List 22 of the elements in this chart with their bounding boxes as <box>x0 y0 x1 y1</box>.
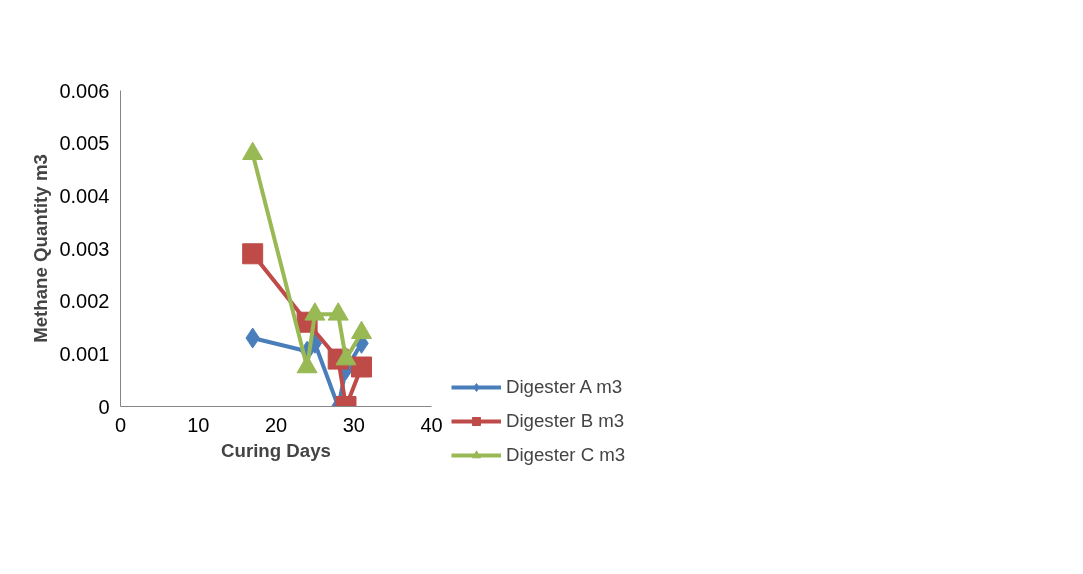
x-tick-label: 40 <box>420 413 443 436</box>
x-tick-label: 0 <box>114 413 127 436</box>
point <box>351 356 373 378</box>
y-tick-label: 0.004 <box>59 184 110 207</box>
y-tick-label: 0.001 <box>59 342 110 365</box>
legend-label: Digester B m3 <box>506 410 625 432</box>
y-tick-label: 0 <box>98 395 110 418</box>
legend-label: Digester C m3 <box>506 444 626 466</box>
y-tick-label: 0.003 <box>59 237 110 260</box>
point <box>327 302 349 321</box>
x-tick-label: 30 <box>342 413 365 436</box>
point <box>242 141 264 160</box>
y-axis-title: Methane Quantity m3 <box>30 154 52 343</box>
y-tick-label: 0.002 <box>59 290 110 313</box>
y-tick-label: 0.005 <box>59 132 110 155</box>
point <box>304 302 326 321</box>
legend-label: Digester A m3 <box>506 376 623 398</box>
x-axis-title: Curing Days <box>221 439 331 461</box>
x-tick-label: 20 <box>264 413 288 436</box>
x-tick-label: 10 <box>187 413 210 436</box>
y-tick-label: 0.006 <box>59 79 110 102</box>
point <box>242 243 264 265</box>
